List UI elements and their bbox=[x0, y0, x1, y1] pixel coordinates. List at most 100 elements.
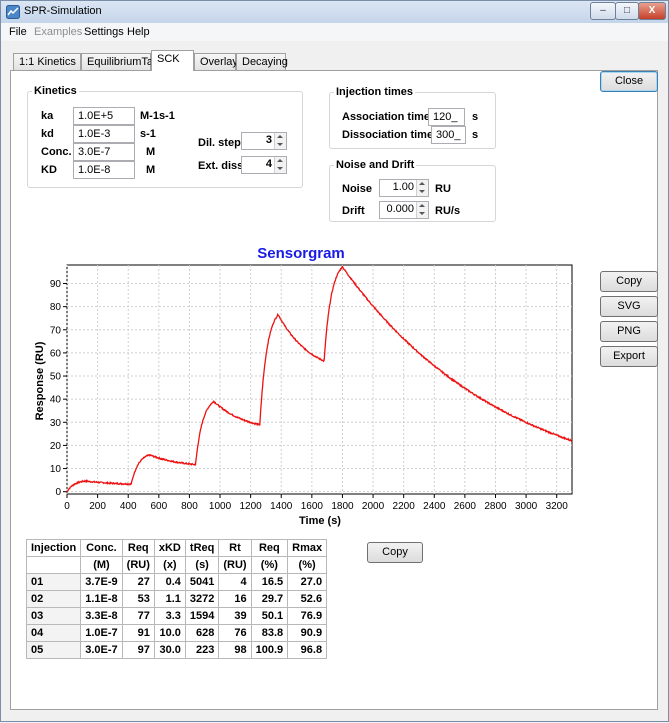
title-bar: SPR-Simulation – □ X bbox=[1, 1, 668, 23]
dissociation-unit: s bbox=[472, 129, 479, 141]
table-row: 03 3.3E-8 77 3.3 1594 39 50.1 76.9 bbox=[25, 607, 328, 625]
spinner-arrows[interactable] bbox=[416, 202, 428, 218]
tab-equilibrium[interactable]: EquilibriumTab bbox=[81, 53, 159, 70]
table-cell: 96.8 bbox=[287, 641, 328, 659]
unit-cell: (RU) bbox=[218, 556, 252, 574]
table-cell: 52.6 bbox=[287, 590, 328, 608]
kd-const-input[interactable]: 1.0E-8 bbox=[73, 161, 135, 179]
minimize-button[interactable]: – bbox=[590, 2, 616, 20]
association-input[interactable]: 120_ bbox=[428, 108, 465, 126]
table-cell: 1594 bbox=[184, 607, 220, 625]
noise-drift-title: Noise and Drift bbox=[334, 159, 417, 171]
spinner-arrows[interactable] bbox=[274, 133, 286, 149]
svg-button[interactable]: SVG bbox=[600, 296, 658, 317]
tab-sck[interactable]: SCK bbox=[151, 50, 194, 71]
noise-label: Noise bbox=[342, 183, 372, 195]
x-tick-label: 1800 bbox=[331, 501, 354, 512]
ext-diss-label: Ext. diss. bbox=[198, 160, 247, 172]
x-axis-label: Time (s) bbox=[299, 515, 341, 527]
spin-up-icon[interactable] bbox=[419, 204, 425, 207]
app-icon bbox=[6, 5, 20, 19]
table-cell: 27 bbox=[121, 573, 155, 591]
spin-up-icon[interactable] bbox=[277, 135, 283, 138]
dil-step-label: Dil. step bbox=[198, 137, 241, 149]
close-button[interactable]: Close bbox=[600, 71, 658, 92]
y-tick-label: 90 bbox=[50, 279, 62, 290]
png-button[interactable]: PNG bbox=[600, 321, 658, 342]
kd-const-label: KD bbox=[41, 164, 57, 176]
menu-settings[interactable]: Settings bbox=[84, 26, 124, 38]
y-tick-label: 0 bbox=[55, 487, 61, 498]
x-tick-label: 2000 bbox=[362, 501, 385, 512]
menu-help[interactable]: Help bbox=[127, 26, 150, 38]
ext-diss-spinner[interactable]: 4 bbox=[241, 156, 287, 174]
kd-input[interactable]: 1.0E-3 bbox=[73, 125, 135, 143]
table-cell: 76 bbox=[218, 624, 252, 642]
table-cell: 50.1 bbox=[250, 607, 289, 625]
injection-title: Injection times bbox=[334, 86, 416, 98]
y-tick-label: 70 bbox=[50, 325, 62, 336]
unit-cell: (%) bbox=[250, 556, 289, 574]
drift-value: 0.000 bbox=[386, 203, 414, 215]
table-units-row: (M) (RU) (x) (s) (RU) (%) (%) bbox=[25, 556, 328, 574]
tab-kinetics[interactable]: 1:1 Kinetics bbox=[13, 53, 81, 70]
noise-unit: RU bbox=[435, 183, 451, 195]
noise-spinner[interactable]: 1.00 bbox=[379, 179, 429, 197]
conc-unit: M bbox=[146, 146, 156, 158]
spinner-arrows[interactable] bbox=[274, 157, 286, 173]
spin-down-icon[interactable] bbox=[419, 212, 425, 215]
table-cell: 97 bbox=[121, 641, 155, 659]
dil-step-spinner[interactable]: 3 bbox=[241, 132, 287, 150]
spinner-arrows[interactable] bbox=[416, 180, 428, 196]
close-window-button[interactable]: X bbox=[638, 2, 666, 20]
x-tick-label: 600 bbox=[150, 501, 167, 512]
unit-cell: (s) bbox=[184, 556, 220, 574]
conc-input[interactable]: 3.0E-7 bbox=[73, 143, 135, 161]
table-cell: 5041 bbox=[184, 573, 220, 591]
table-cell: 27.0 bbox=[287, 573, 328, 591]
table-cell: 1.1E-8 bbox=[80, 590, 123, 608]
table-row: 02 1.1E-8 53 1.1 3272 16 29.7 52.6 bbox=[25, 590, 328, 608]
conc-label: Conc. bbox=[41, 146, 72, 158]
export-button[interactable]: Export bbox=[600, 346, 658, 367]
y-tick-label: 20 bbox=[50, 441, 62, 452]
x-tick-label: 2600 bbox=[454, 501, 477, 512]
menu-file[interactable]: File bbox=[9, 26, 27, 38]
x-tick-label: 1400 bbox=[270, 501, 293, 512]
copy-table-button[interactable]: Copy bbox=[367, 542, 423, 563]
table-cell: 01 bbox=[25, 573, 82, 591]
chart-title: Sensorgram bbox=[257, 245, 345, 262]
table-cell: 0.4 bbox=[153, 573, 186, 591]
kd-unit: s-1 bbox=[140, 128, 156, 140]
spin-up-icon[interactable] bbox=[277, 159, 283, 162]
copy-chart-button[interactable]: Copy bbox=[600, 271, 658, 292]
col-treq: tReq bbox=[184, 539, 220, 557]
table-cell: 1.1 bbox=[153, 590, 186, 608]
spin-down-icon[interactable] bbox=[277, 143, 283, 146]
y-tick-label: 40 bbox=[50, 395, 62, 406]
menu-examples[interactable]: Examples bbox=[34, 26, 83, 38]
dissociation-input[interactable]: 300_ bbox=[431, 126, 466, 144]
table-cell: 223 bbox=[184, 641, 220, 659]
spin-up-icon[interactable] bbox=[419, 182, 425, 185]
col-rmax: Rmax bbox=[287, 539, 328, 557]
x-tick-label: 1200 bbox=[240, 501, 263, 512]
spin-down-icon[interactable] bbox=[277, 167, 283, 170]
x-tick-label: 2800 bbox=[484, 501, 507, 512]
x-tick-label: 3000 bbox=[515, 501, 538, 512]
association-label: Association time bbox=[342, 111, 431, 123]
drift-spinner[interactable]: 0.000 bbox=[379, 201, 429, 219]
table-cell: 98 bbox=[218, 641, 252, 659]
x-tick-label: 2400 bbox=[423, 501, 446, 512]
x-tick-label: 1600 bbox=[301, 501, 324, 512]
y-tick-label: 80 bbox=[50, 302, 62, 313]
ka-input[interactable]: 1.0E+5 bbox=[73, 107, 135, 125]
x-tick-label: 800 bbox=[181, 501, 198, 512]
spin-down-icon[interactable] bbox=[419, 190, 425, 193]
results-table: Injection Conc. Req xKD tReq Rt Req Rmax… bbox=[25, 539, 328, 659]
drift-unit: RU/s bbox=[435, 205, 461, 217]
tab-overlay[interactable]: Overlay bbox=[194, 53, 238, 70]
tab-decaying[interactable]: Decaying bbox=[236, 53, 288, 70]
